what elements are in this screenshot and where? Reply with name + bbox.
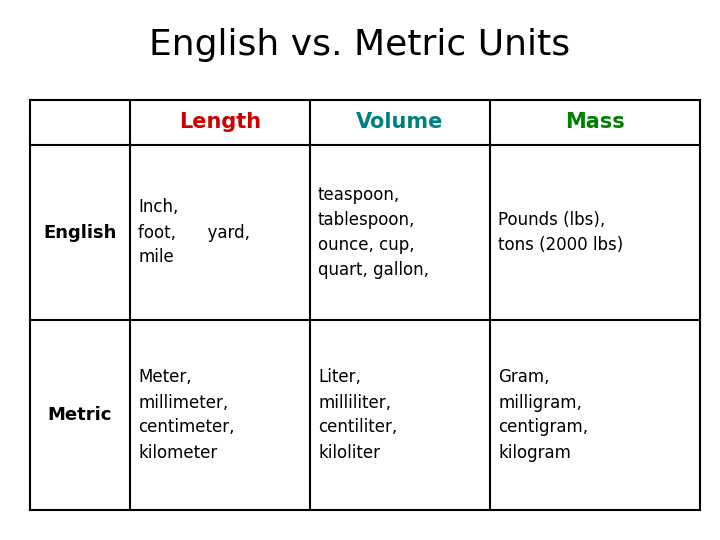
Text: Length: Length xyxy=(179,112,261,132)
Text: Mass: Mass xyxy=(565,112,625,132)
Text: teaspoon,
tablespoon,
ounce, cup,
quart, gallon,: teaspoon, tablespoon, ounce, cup, quart,… xyxy=(318,186,429,279)
Text: Volume: Volume xyxy=(356,112,444,132)
Text: Pounds (lbs),
tons (2000 lbs): Pounds (lbs), tons (2000 lbs) xyxy=(498,211,624,254)
Text: Meter,
millimeter,
centimeter,
kilometer: Meter, millimeter, centimeter, kilometer xyxy=(138,368,235,462)
Text: English vs. Metric Units: English vs. Metric Units xyxy=(150,28,570,62)
Text: Metric: Metric xyxy=(48,406,112,424)
Text: Inch,
foot,      yard,
mile: Inch, foot, yard, mile xyxy=(138,199,250,267)
Text: Gram,
milligram,
centigram,
kilogram: Gram, milligram, centigram, kilogram xyxy=(498,368,588,462)
Text: English: English xyxy=(43,224,117,241)
Text: Liter,
milliliter,
centiliter,
kiloliter: Liter, milliliter, centiliter, kiloliter xyxy=(318,368,397,462)
